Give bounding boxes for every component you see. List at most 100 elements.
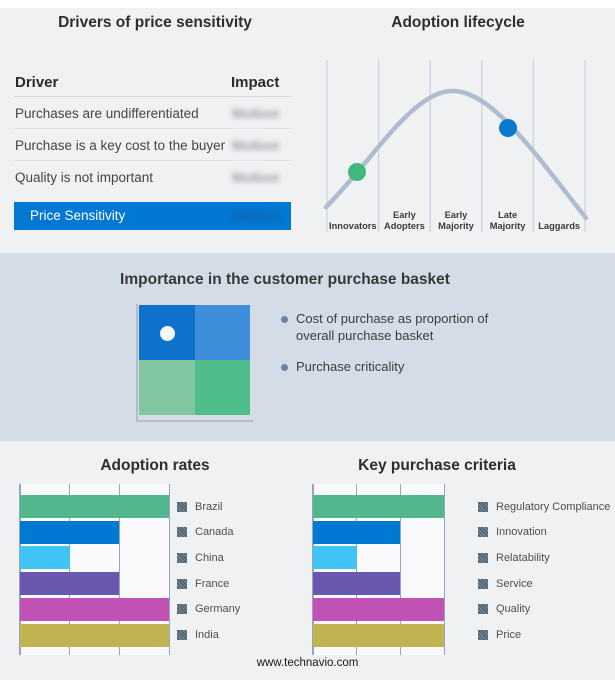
price-sensitivity-impact-blurred: Medium — [232, 209, 280, 223]
legend-item: India — [177, 624, 219, 647]
stage-label: Early Majority — [438, 209, 474, 231]
header-separator — [14, 96, 292, 97]
legend-item: Relatability — [478, 546, 550, 569]
stage-label: Laggards — [538, 220, 581, 231]
gridline — [68, 484, 71, 655]
stage-label: Early Adopters — [383, 209, 425, 231]
bar-france — [20, 572, 120, 596]
bar-india — [20, 623, 169, 647]
legend-label: Regulatory Compliance — [496, 500, 611, 513]
bar-brazil — [20, 495, 169, 518]
bar-germany — [20, 597, 169, 621]
legend-item: Regulatory Compliance — [478, 495, 610, 518]
quadrant-top-right — [195, 305, 250, 360]
top-white-strip — [0, 0, 615, 8]
stage-label: Late Majority — [489, 209, 526, 231]
legend-item: Service — [478, 572, 533, 595]
quadrant-x-axis — [136, 420, 253, 422]
bar-china — [20, 546, 70, 570]
impact-column-header: Impact — [231, 74, 280, 91]
gridline — [118, 484, 121, 655]
website-url: www.technavio.com — [256, 657, 359, 669]
bullet-dot-icon — [281, 315, 288, 323]
legend-swatch-icon — [478, 578, 488, 589]
legend-swatch-icon — [478, 604, 488, 615]
bar-relatability — [313, 546, 357, 570]
legend-swatch-icon — [478, 527, 488, 538]
driver-column-header: Driver — [15, 74, 59, 91]
bullet-text: Purchase criticality — [296, 359, 405, 375]
legend-item: Brazil — [177, 495, 223, 518]
gridline — [399, 484, 402, 655]
legend-label: China — [195, 551, 224, 564]
gridline — [168, 484, 170, 655]
basket-panel-title: Importance in the customer purchase bask… — [120, 271, 450, 288]
legend-swatch-icon — [177, 552, 187, 563]
bar-regulatory-compliance — [313, 495, 444, 518]
bar-price — [313, 623, 444, 647]
bell-curve — [323, 88, 589, 221]
gridline — [312, 484, 314, 655]
legend-label: Relatability — [496, 551, 550, 564]
legend-swatch-icon — [478, 630, 488, 640]
legend-swatch-icon — [177, 630, 187, 640]
legend-label: Price — [496, 629, 522, 641]
lifecycle-panel-title: Adoption lifecycle — [391, 14, 525, 31]
late-majority-marker-dot — [499, 119, 517, 137]
legend-label: Canada — [195, 526, 234, 539]
driver-name: Quality is not important — [15, 170, 154, 185]
legend-label: Germany — [195, 603, 241, 616]
quadrant-bottom-right — [195, 360, 250, 415]
gridline — [355, 484, 358, 655]
legend-item: China — [177, 546, 224, 569]
adoption-rates-title: Adoption rates — [100, 457, 210, 474]
bar-chart-plot-area — [19, 484, 170, 655]
bullet-item: Cost of purchase as proportion of overal… — [281, 311, 497, 344]
legend-item: Innovation — [478, 521, 547, 544]
driver-name: Purchases are undifferentiated — [15, 106, 199, 121]
legend-swatch-icon — [177, 604, 187, 615]
legend-label: Brazil — [195, 500, 223, 513]
basket-bullet-list: Cost of purchase as proportion of overal… — [281, 311, 497, 391]
legend-swatch-icon — [177, 501, 187, 512]
bullet-dot-icon — [281, 363, 288, 371]
price-sensitivity-label: Price Sensitivity — [30, 208, 126, 223]
impact-value-blurred: Medium — [232, 171, 280, 185]
legend-label: France — [195, 577, 230, 590]
driver-row: Quality is not important Medium — [14, 164, 292, 192]
legend-swatch-icon — [478, 501, 488, 512]
legend-label: Innovation — [496, 526, 547, 539]
impact-value-blurred: Medium — [232, 107, 280, 121]
purchase-basket-band: Importance in the customer purchase bask… — [0, 253, 615, 441]
bullet-text: Cost of purchase as proportion of overal… — [296, 311, 489, 343]
impact-value-blurred: Medium — [232, 139, 280, 153]
adoption-lifecycle-chart — [323, 60, 589, 232]
driver-row: Purchase is a key cost to the buyer Mediu… — [14, 132, 292, 161]
legend-item: Quality — [478, 598, 530, 621]
quadrant-y-axis — [136, 304, 138, 422]
legend-item: Canada — [177, 521, 234, 544]
bar-innovation — [313, 520, 401, 544]
drivers-table: Driver Impact Purchases are undifferenti… — [14, 70, 292, 232]
drivers-panel-title: Drivers of price sensitivity — [58, 14, 252, 31]
legend-item: Price — [478, 624, 521, 647]
bar-quality — [313, 597, 444, 621]
lifecycle-stage-labels: Innovators Early Adopters Early Majority La… — [327, 200, 585, 232]
innovators-marker-dot — [348, 163, 366, 181]
price-sensitivity-row: Price Sensitivity Medium — [14, 202, 291, 230]
bullet-item: Purchase criticality — [281, 359, 497, 376]
bar-service — [313, 572, 401, 596]
driver-name: Purchase is a key cost to the buyer — [15, 138, 226, 153]
quadrant-bottom-left — [139, 360, 195, 415]
legend-swatch-icon — [478, 552, 488, 563]
bar-chart-plot-area — [312, 484, 445, 655]
legend-swatch-icon — [177, 578, 187, 589]
driver-row: Purchases are undifferentiated Medium — [14, 100, 292, 129]
bar-canada — [20, 520, 120, 544]
legend-label: India — [195, 629, 219, 641]
legend-item: Germany — [177, 598, 240, 621]
quadrant-position-dot — [160, 326, 175, 341]
legend-item: France — [177, 572, 229, 595]
gridline — [443, 484, 445, 655]
stage-label: Innovators — [329, 220, 377, 231]
